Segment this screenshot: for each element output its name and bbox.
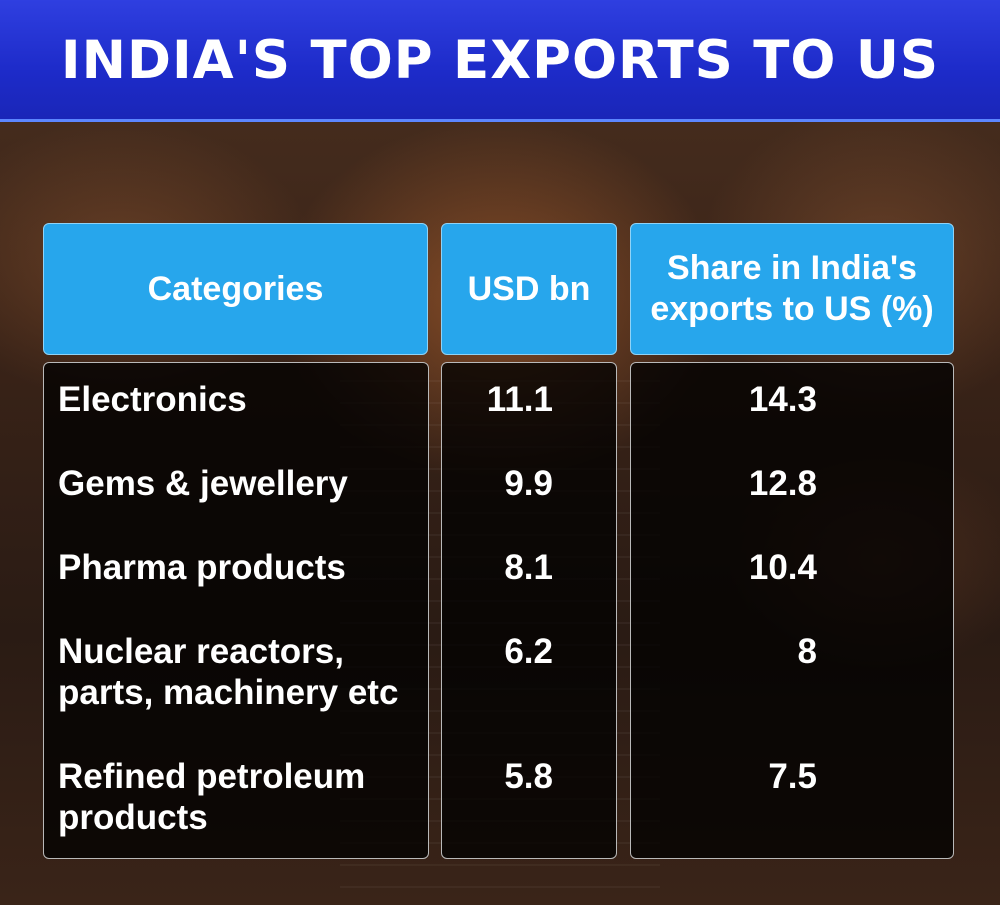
table-cell-usd-bn: 5.8 bbox=[504, 757, 553, 796]
table-cell-usd-bn: 9.9 bbox=[504, 464, 553, 503]
title-bar: INDIA'S TOP EXPORTS TO US bbox=[0, 0, 1000, 122]
table-cell-share: 14.3 bbox=[748, 380, 817, 419]
table-cell-category: Gems & jewellery bbox=[58, 464, 348, 503]
column-categories bbox=[43, 362, 429, 859]
table-cell-share: 12.8 bbox=[748, 464, 817, 503]
column-usd-bn bbox=[441, 362, 617, 859]
header-share: Share in India's exports to US (%) bbox=[630, 223, 954, 355]
table-cell-category: Pharma products bbox=[58, 548, 346, 587]
column-share bbox=[630, 362, 954, 859]
table-cell-usd-bn: 6.2 bbox=[504, 632, 553, 671]
table-cell-share: 7.5 bbox=[768, 757, 817, 796]
table-cell-share: 8 bbox=[797, 632, 817, 671]
table-cell-usd-bn: 11.1 bbox=[486, 380, 553, 419]
table-cell-category: Refined petroleum products bbox=[58, 757, 366, 837]
page-title: INDIA'S TOP EXPORTS TO US bbox=[60, 30, 940, 91]
header-usd-bn: USD bn bbox=[441, 223, 617, 355]
table-cell-category: Electronics bbox=[58, 380, 247, 419]
table-cell-category: Nuclear reactors, parts, machinery etc bbox=[58, 632, 399, 712]
table-cell-share: 10.4 bbox=[748, 548, 817, 587]
header-categories: Categories bbox=[43, 223, 428, 355]
table-cell-usd-bn: 8.1 bbox=[504, 548, 553, 587]
